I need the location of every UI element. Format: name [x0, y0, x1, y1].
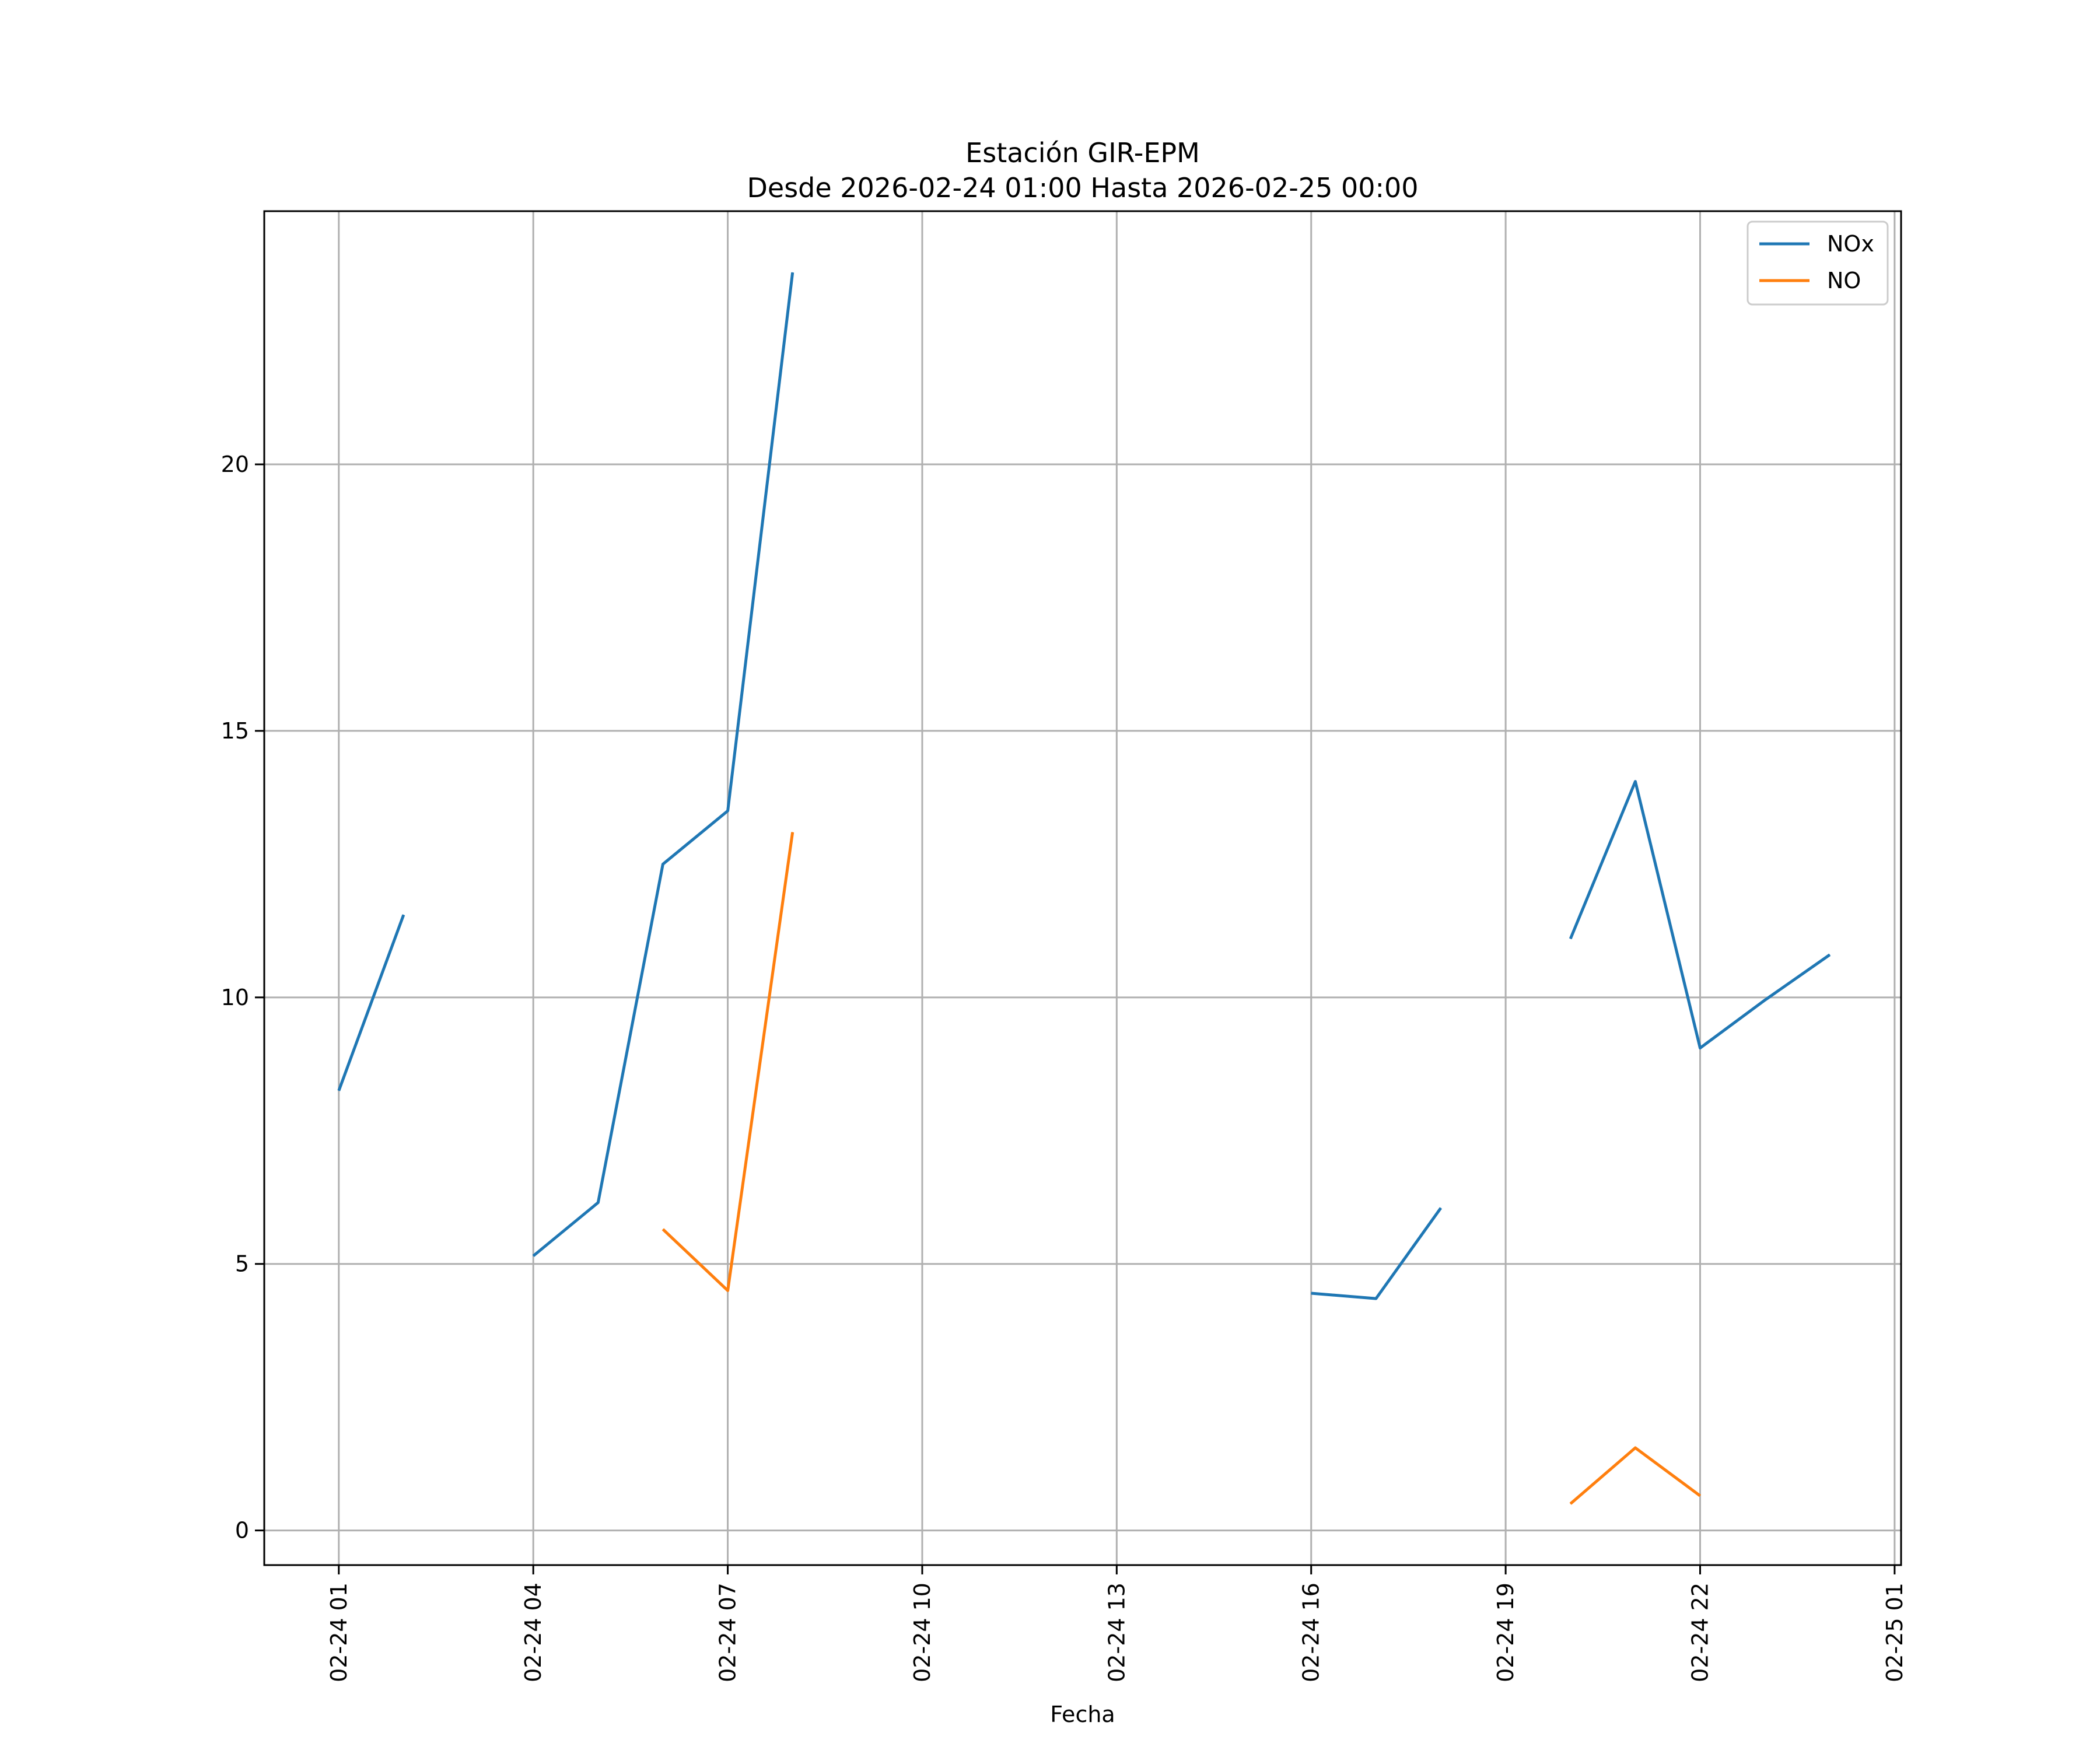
plot-area: [263, 210, 1902, 1566]
data-point: [727, 1290, 729, 1291]
data-point: [1570, 1503, 1571, 1504]
x-axis-label: Fecha: [1050, 1702, 1115, 1727]
series-line-no: [662, 832, 1701, 1505]
y-tick-label: 5: [235, 1251, 249, 1277]
data-point: [1634, 781, 1636, 782]
series-layer: [337, 272, 1831, 1505]
y-tick-label: 10: [221, 985, 249, 1010]
grid: [264, 211, 1901, 1565]
data-point: [792, 272, 793, 273]
series-line-nox: [337, 272, 1831, 1300]
x-tick-label: 02-24 13: [1104, 1583, 1129, 1682]
series-nox: [337, 272, 1831, 1300]
x-tick-label: 02-24 10: [909, 1583, 935, 1682]
data-point: [338, 1090, 340, 1091]
series-no: [662, 832, 1701, 1505]
ticks: 02-24 01 02-24 04 02-24 07 02-24 10 02-24 13…: [221, 452, 1908, 1682]
x-tick-label: 02-24 16: [1298, 1583, 1324, 1682]
data-point: [1829, 954, 1831, 956]
x-tick-label: 02-24 19: [1493, 1583, 1518, 1682]
legend-label-nox: NOx: [1827, 231, 1874, 257]
chart-subtitle: Desde 2026-02-24 01:00 Hasta 2026-02-25 …: [747, 172, 1418, 204]
x-tick-label: 02-24 22: [1688, 1583, 1713, 1682]
x-tick-label: 02-24 01: [326, 1583, 352, 1682]
legend: NOx NO: [1746, 220, 1889, 306]
y-tick-label: 15: [221, 718, 249, 744]
y-tick-label: 0: [235, 1518, 249, 1544]
y-tick-label: 20: [221, 452, 249, 477]
chart-title: Estación GIR-EPM: [965, 137, 1200, 169]
x-tick-label: 02-24 07: [715, 1583, 741, 1682]
x-tick-label: 02-25 01: [1882, 1583, 1908, 1682]
legend-label-no: NO: [1827, 268, 1861, 293]
x-tick-label: 02-24 04: [520, 1583, 546, 1682]
